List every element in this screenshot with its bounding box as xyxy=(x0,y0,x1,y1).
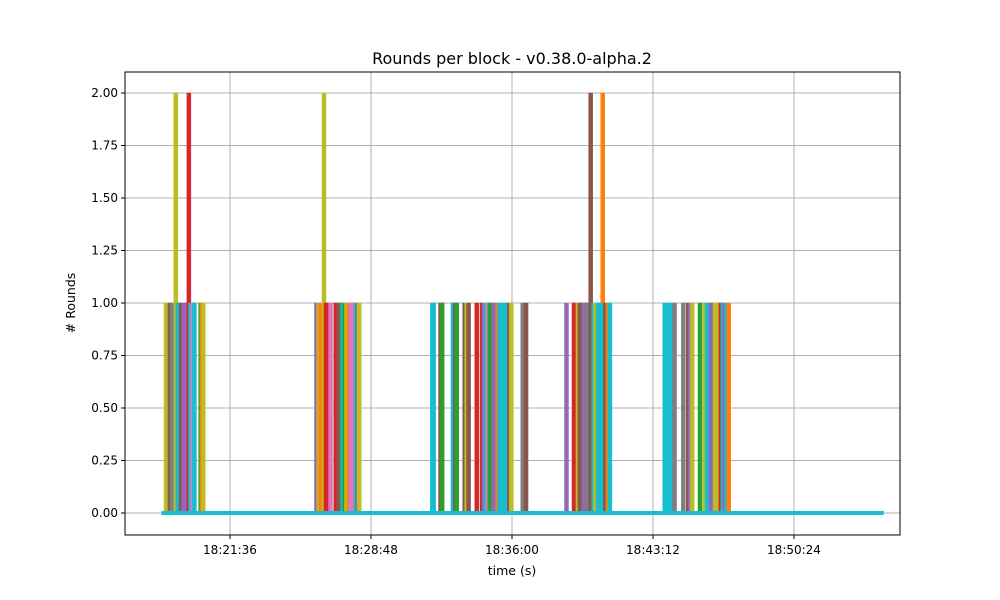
block-round-spike xyxy=(681,302,686,514)
block-round-spike xyxy=(599,302,604,514)
block-round-spike xyxy=(169,302,175,514)
y-tick-label: 1.50 xyxy=(91,191,118,205)
x-tick-label: 18:50:24 xyxy=(767,543,821,557)
y-tick-label: 0.00 xyxy=(91,506,118,520)
x-axis-ticks: 18:21:36 18:28:48 18:36:00 18:43:12 18:50:24 xyxy=(203,535,821,557)
y-axis-ticks: 0.00 0.25 0.50 0.75 1.00 1.25 1.50 1.75 2.00 xyxy=(91,86,125,520)
y-tick-label: 0.50 xyxy=(91,401,118,415)
x-tick-label: 18:21:36 xyxy=(203,543,257,557)
x-tick-label: 18:43:12 xyxy=(626,543,680,557)
block-round-spike xyxy=(499,302,504,514)
block-round-spike xyxy=(491,302,496,514)
block-round-spike xyxy=(200,302,206,514)
block-round-spike xyxy=(726,302,731,514)
block-round-spike xyxy=(192,302,197,514)
y-tick-label: 0.25 xyxy=(91,454,118,468)
block-round-spike xyxy=(607,302,613,514)
block-round-spike xyxy=(523,302,529,514)
block-round-spike xyxy=(357,302,362,514)
block-round-spike xyxy=(439,302,445,514)
y-axis-label: # Rounds xyxy=(63,273,78,334)
x-tick-label: 18:36:00 xyxy=(485,543,539,557)
block-round-spike xyxy=(474,302,479,514)
data-series xyxy=(163,92,731,514)
block-round-spike xyxy=(431,302,436,514)
block-round-spike xyxy=(509,302,514,514)
chart-title: Rounds per block - v0.38.0-alpha.2 xyxy=(372,49,652,68)
y-tick-label: 1.75 xyxy=(91,139,118,153)
y-tick-label: 1.00 xyxy=(91,296,118,310)
y-tick-label: 2.00 xyxy=(91,86,118,100)
x-tick-label: 18:28:48 xyxy=(344,543,398,557)
y-tick-label: 1.25 xyxy=(91,244,118,258)
block-round-spike xyxy=(466,302,471,514)
block-round-spike xyxy=(454,302,460,514)
block-round-spike xyxy=(689,302,695,514)
x-axis-label: time (s) xyxy=(488,563,536,578)
y-tick-label: 0.75 xyxy=(91,349,118,363)
block-round-spike xyxy=(328,302,333,514)
block-round-spike xyxy=(672,302,677,514)
block-round-spike xyxy=(564,302,569,514)
block-round-spike xyxy=(697,302,703,514)
